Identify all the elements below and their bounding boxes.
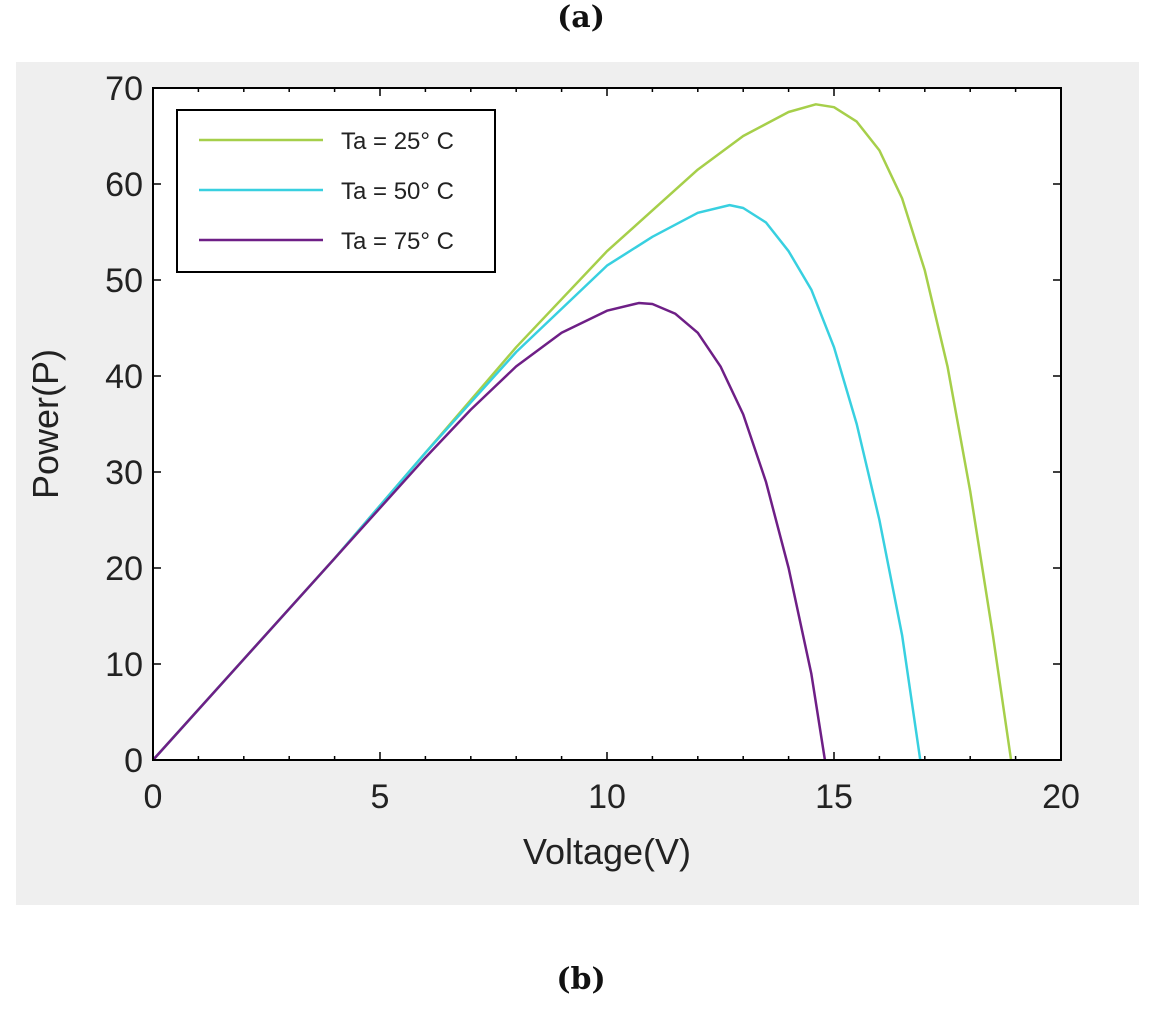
- x-tick-label: 0: [144, 778, 163, 816]
- x-tick-label: 5: [371, 778, 390, 816]
- y-tick-label: 70: [105, 70, 143, 108]
- series-line-2: [152, 203, 922, 761]
- figure-caption-b: (b): [556, 962, 606, 997]
- x-tick-label: 20: [1042, 778, 1080, 816]
- axis-layer: 0 5 10 15 20 0 10 20 30 40 50 60 70: [105, 70, 1080, 816]
- y-tick-label: 20: [105, 550, 143, 588]
- y-axis-label: Power(P): [25, 349, 66, 499]
- plot-frame: [152, 87, 1062, 761]
- legend-label-3: Ta = 75° C: [341, 228, 454, 255]
- figure-panel: 0 5 10 15 20 0 10 20 30 40 50 60 70 Ta = 25° C Ta = 5…: [16, 62, 1139, 905]
- y-tick-label: 60: [105, 166, 143, 204]
- x-tick-label: 10: [588, 778, 626, 816]
- legend: Ta = 25° C Ta = 50° C Ta = 75° C: [176, 109, 496, 273]
- y-tick-label: 0: [124, 742, 143, 780]
- y-tick-label: 50: [105, 262, 143, 300]
- y-tick-label: 40: [105, 358, 143, 396]
- chart-svg: 0 5 10 15 20 0 10 20 30 40 50 60 70 Ta = 25° C Ta = 5…: [25, 70, 1080, 872]
- x-axis-label: Voltage(V): [523, 831, 691, 872]
- figure-caption-a: (a): [557, 0, 605, 35]
- legend-label-1: Ta = 25° C: [341, 128, 454, 155]
- series-line-3: [152, 301, 827, 761]
- series-layer: [152, 103, 1013, 761]
- x-tick-label: 15: [815, 778, 853, 816]
- y-tick-label: 10: [105, 646, 143, 684]
- legend-label-2: Ta = 50° C: [341, 178, 454, 205]
- y-tick-label: 30: [105, 454, 143, 492]
